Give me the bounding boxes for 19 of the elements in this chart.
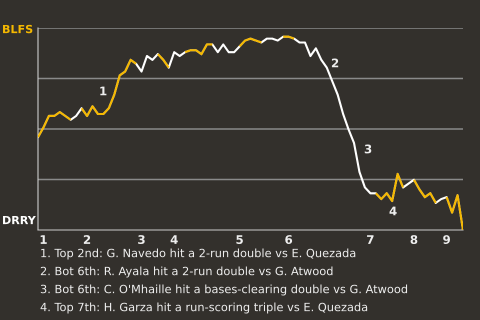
x-tick-label: 8: [410, 235, 418, 244]
annotation: 1: [100, 86, 106, 96]
text: DRRY: [3, 216, 36, 224]
x-tick-label: 2: [84, 235, 90, 244]
x-tick-label: 1: [40, 235, 47, 244]
text: 2. Bot 6th: R. Ayala hit a 2-run double vs G. Atwood: [40, 266, 332, 278]
x-tick-label: 7: [367, 235, 374, 244]
text: 3. Bot 6th: C. O'Mhaille hit a bases-clearing double vs G. Atwood: [40, 284, 408, 296]
text: 4. Top 7th: H. Garza hit a run-scoring triple vs E. Quezada: [40, 302, 368, 314]
x-tick-label: 4: [170, 235, 178, 244]
annotation: 4: [390, 206, 397, 216]
text: BLFS: [3, 24, 32, 34]
text: 1. Top 2nd: G. Navedo hit a 2-run double vs E. Quezada: [41, 248, 356, 260]
annotation: 2: [332, 58, 338, 68]
x-tick-label: 6: [285, 235, 292, 244]
annotation: 3: [364, 144, 372, 154]
x-tick-label: 9: [443, 235, 450, 244]
x-tick-label: 3: [138, 235, 145, 244]
x-tick-label: 5: [236, 235, 243, 244]
